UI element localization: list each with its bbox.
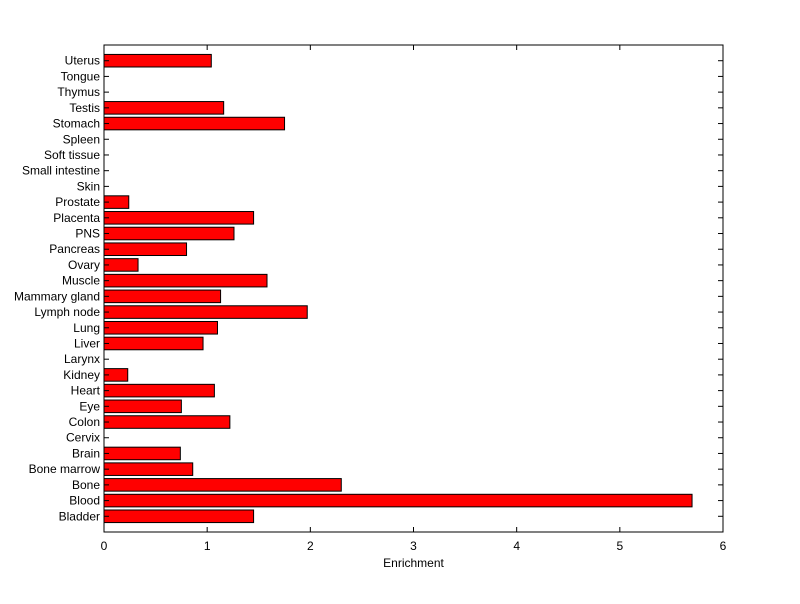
y-tick-label: Bone — [72, 478, 100, 492]
y-tick-label: Bone marrow — [29, 462, 101, 476]
bar-muscle — [103, 273, 268, 288]
bar-mammary-gland — [103, 289, 222, 304]
bar-bone — [103, 478, 342, 492]
x-tick-label: 2 — [307, 539, 314, 553]
y-tick-label: Placenta — [53, 211, 100, 225]
bar-pancreas — [103, 242, 188, 257]
bar-colon — [103, 415, 231, 429]
y-tick-label: Larynx — [64, 352, 100, 366]
y-tick-label: Colon — [69, 415, 100, 429]
bar-brain — [103, 446, 181, 461]
x-axis-label: Enrichment — [383, 556, 444, 570]
y-tick-label: Muscle — [62, 274, 100, 288]
y-tick-label: Eye — [79, 399, 100, 413]
bar-stomach — [103, 116, 286, 131]
bar-blood — [103, 493, 693, 508]
y-tick-label: Brain — [72, 446, 100, 460]
bar-pns — [103, 226, 235, 241]
x-tick-label: 1 — [204, 539, 211, 553]
bar-placenta — [103, 211, 255, 225]
x-tick-label: 0 — [101, 539, 108, 553]
bar-uterus — [103, 53, 212, 68]
bar-heart — [103, 383, 215, 398]
y-tick-label: PNS — [75, 227, 100, 241]
y-tick-label: Heart — [71, 384, 101, 398]
x-tick-label: 3 — [410, 539, 417, 553]
y-tick-label: Ovary — [68, 258, 100, 272]
y-tick-label: Uterus — [65, 54, 100, 68]
y-tick-label: Lung — [73, 321, 100, 335]
y-tick-label: Prostate — [55, 195, 100, 209]
bar-liver — [103, 336, 204, 351]
bar-lung — [103, 320, 218, 335]
y-tick-label: Kidney — [63, 368, 100, 382]
x-tick-label: 5 — [616, 539, 623, 553]
bar-ovary — [103, 258, 139, 272]
bar-bladder — [103, 509, 255, 524]
y-tick-label: Skin — [77, 179, 100, 193]
bar-testis — [103, 101, 225, 115]
y-tick-label: Thymus — [57, 85, 100, 99]
y-tick-label: Soft tissue — [44, 148, 100, 162]
bar-bone-marrow — [103, 462, 194, 476]
y-tick-label: Cervix — [66, 431, 100, 445]
y-tick-label: Mammary gland — [14, 289, 100, 303]
bar-eye — [103, 399, 182, 414]
y-tick-label: Pancreas — [49, 242, 100, 256]
x-tick-label: 6 — [720, 539, 727, 553]
y-tick-label: Small intestine — [22, 164, 100, 178]
y-tick-label: Bladder — [59, 509, 100, 523]
y-tick-label: Liver — [74, 336, 100, 350]
y-tick-label: Lymph node — [34, 305, 100, 319]
y-tick-label: Spleen — [63, 132, 100, 146]
y-tick-label: Tongue — [61, 69, 101, 83]
y-tick-label: Stomach — [53, 117, 100, 131]
bar-lymph-node — [103, 305, 308, 319]
x-tick-label: 4 — [513, 539, 520, 553]
y-tick-label: Blood — [69, 494, 100, 508]
y-tick-label: Testis — [69, 101, 100, 115]
